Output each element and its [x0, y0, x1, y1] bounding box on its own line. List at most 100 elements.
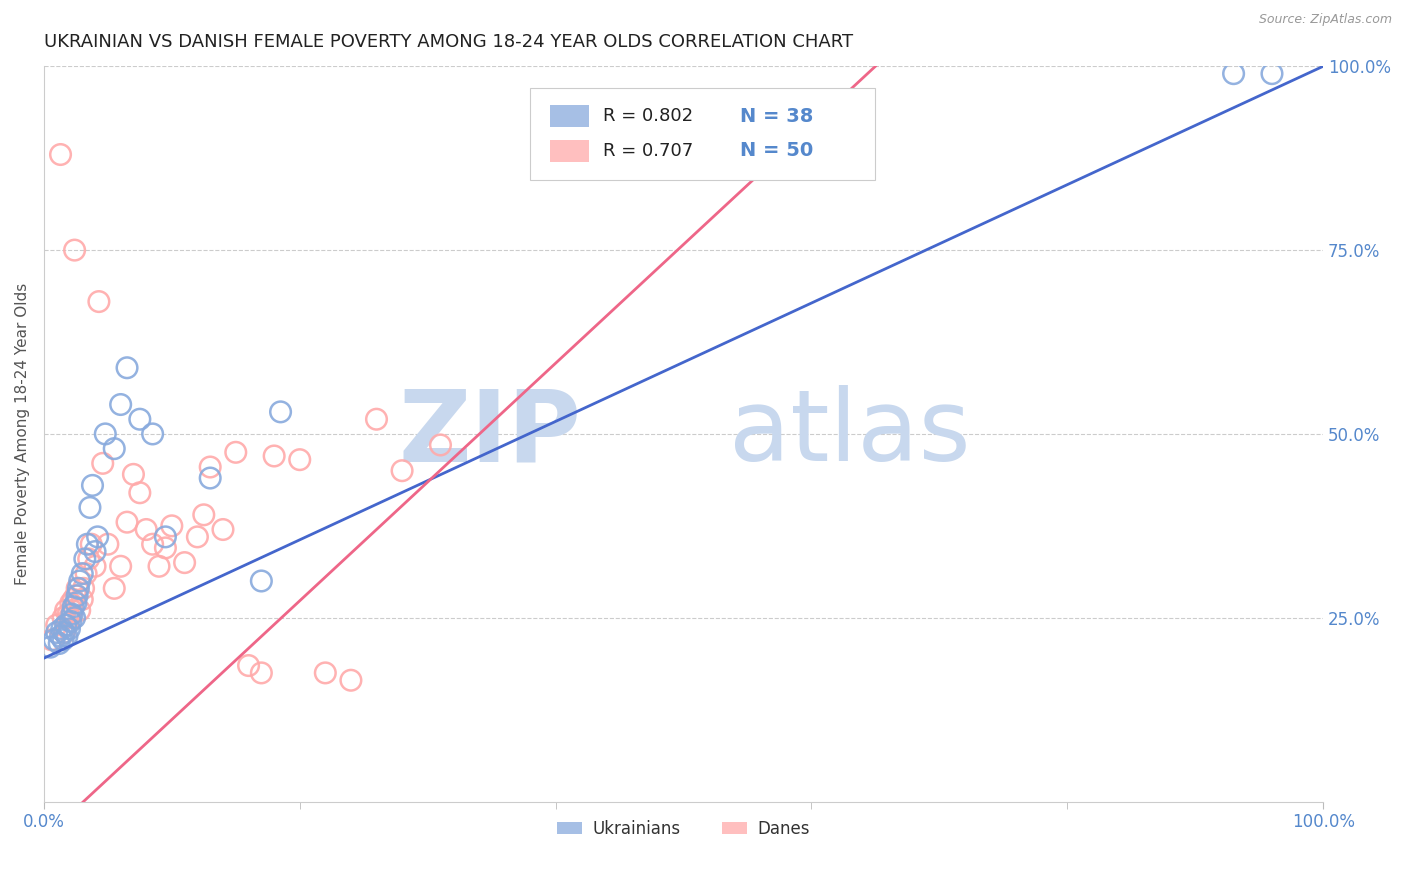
Text: Source: ZipAtlas.com: Source: ZipAtlas.com	[1258, 13, 1392, 27]
Point	[65, 596, 87, 610]
Point	[72, 592, 94, 607]
Point	[84, 559, 107, 574]
Point	[60, 603, 83, 617]
Point	[270, 405, 292, 419]
Point	[73, 552, 96, 566]
Point	[160, 519, 183, 533]
Point	[45, 625, 67, 640]
FancyBboxPatch shape	[551, 140, 589, 161]
Point	[128, 485, 150, 500]
Text: R = 0.802: R = 0.802	[603, 107, 693, 125]
Point	[82, 478, 104, 492]
Point	[193, 508, 215, 522]
Point	[62, 592, 84, 607]
Point	[48, 636, 70, 650]
Y-axis label: Female Poverty Among 18-24 Year Olds: Female Poverty Among 18-24 Year Olds	[15, 283, 30, 585]
Point	[76, 537, 98, 551]
Point	[97, 537, 120, 551]
Point	[86, 530, 108, 544]
Point	[77, 552, 100, 566]
Point	[75, 566, 97, 581]
Point	[122, 467, 145, 482]
Point	[238, 658, 260, 673]
Point	[42, 632, 65, 647]
Point	[314, 665, 336, 680]
Point	[84, 544, 107, 558]
Point	[186, 530, 208, 544]
Point	[1222, 67, 1244, 81]
Point	[110, 559, 132, 574]
Point	[67, 582, 90, 596]
Point	[103, 442, 125, 456]
Point	[41, 632, 63, 647]
Point	[212, 523, 235, 537]
Point	[72, 582, 94, 596]
FancyBboxPatch shape	[530, 88, 876, 180]
Point	[49, 629, 72, 643]
Point	[148, 559, 170, 574]
Point	[94, 426, 117, 441]
Point	[56, 618, 79, 632]
Point	[63, 611, 86, 625]
Point	[55, 618, 77, 632]
Text: N = 50: N = 50	[740, 141, 813, 161]
Point	[87, 294, 110, 309]
Point	[155, 530, 177, 544]
Point	[59, 615, 82, 629]
Point	[69, 603, 91, 617]
Point	[63, 243, 86, 257]
Text: R = 0.707: R = 0.707	[603, 142, 693, 160]
Point	[52, 611, 75, 625]
Point	[1261, 67, 1284, 81]
Point	[51, 622, 73, 636]
Point	[391, 464, 413, 478]
Legend: Ukrainians, Danes: Ukrainians, Danes	[551, 814, 817, 845]
Point	[340, 673, 363, 688]
Point	[59, 596, 82, 610]
Point	[115, 360, 138, 375]
Point	[429, 438, 451, 452]
Point	[198, 471, 221, 485]
Point	[103, 582, 125, 596]
Point	[250, 574, 273, 588]
Point	[65, 589, 87, 603]
Point	[66, 589, 89, 603]
Point	[142, 537, 165, 551]
Point	[62, 599, 84, 614]
Point	[58, 622, 80, 636]
Text: ZIP: ZIP	[398, 385, 581, 483]
Point	[79, 500, 101, 515]
Point	[45, 618, 67, 632]
Point	[53, 625, 76, 640]
Point	[128, 412, 150, 426]
Point	[39, 640, 62, 655]
Point	[53, 625, 76, 640]
Point	[58, 611, 80, 625]
Point	[173, 556, 195, 570]
Point	[60, 607, 83, 621]
Point	[58, 607, 80, 621]
Point	[366, 412, 388, 426]
Point	[72, 566, 94, 581]
Point	[142, 426, 165, 441]
Point	[56, 629, 79, 643]
Point	[225, 445, 247, 459]
Point	[135, 523, 157, 537]
Point	[263, 449, 285, 463]
Point	[250, 665, 273, 680]
Point	[155, 541, 177, 555]
Point	[115, 515, 138, 529]
Point	[80, 537, 103, 551]
Point	[110, 397, 132, 411]
FancyBboxPatch shape	[551, 105, 589, 128]
Text: N = 38: N = 38	[740, 107, 813, 126]
Text: atlas: atlas	[728, 385, 970, 483]
Point	[55, 603, 77, 617]
Point	[91, 456, 114, 470]
Text: UKRAINIAN VS DANISH FEMALE POVERTY AMONG 18-24 YEAR OLDS CORRELATION CHART: UKRAINIAN VS DANISH FEMALE POVERTY AMONG…	[44, 33, 853, 51]
Point	[288, 452, 311, 467]
Point	[49, 147, 72, 161]
Point	[52, 632, 75, 647]
Point	[69, 574, 91, 588]
Point	[66, 582, 89, 596]
